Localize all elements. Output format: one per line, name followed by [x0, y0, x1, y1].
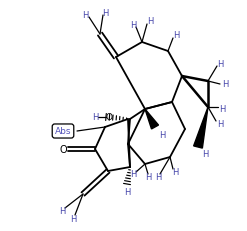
Text: H: H: [173, 31, 179, 40]
Text: H: H: [172, 168, 178, 177]
Polygon shape: [145, 109, 159, 129]
Text: H: H: [222, 80, 228, 89]
Text: H: H: [217, 60, 223, 69]
Text: H: H: [145, 173, 151, 182]
Text: H: H: [130, 170, 136, 179]
Text: O: O: [59, 144, 67, 154]
Text: H: H: [92, 113, 98, 122]
Text: H: H: [155, 173, 161, 182]
Text: H: H: [202, 150, 208, 159]
Text: H: H: [159, 131, 165, 140]
Text: H: H: [70, 215, 76, 224]
Text: H: H: [219, 105, 225, 114]
Text: H: H: [102, 9, 108, 17]
Text: H: H: [82, 10, 88, 19]
Polygon shape: [194, 108, 208, 149]
Text: H: H: [130, 20, 136, 29]
Text: Abs: Abs: [55, 127, 71, 136]
Text: H: H: [217, 120, 223, 129]
Text: H: H: [147, 17, 153, 26]
Text: O: O: [105, 113, 112, 122]
Text: H: H: [124, 188, 130, 197]
Text: H: H: [59, 207, 65, 216]
